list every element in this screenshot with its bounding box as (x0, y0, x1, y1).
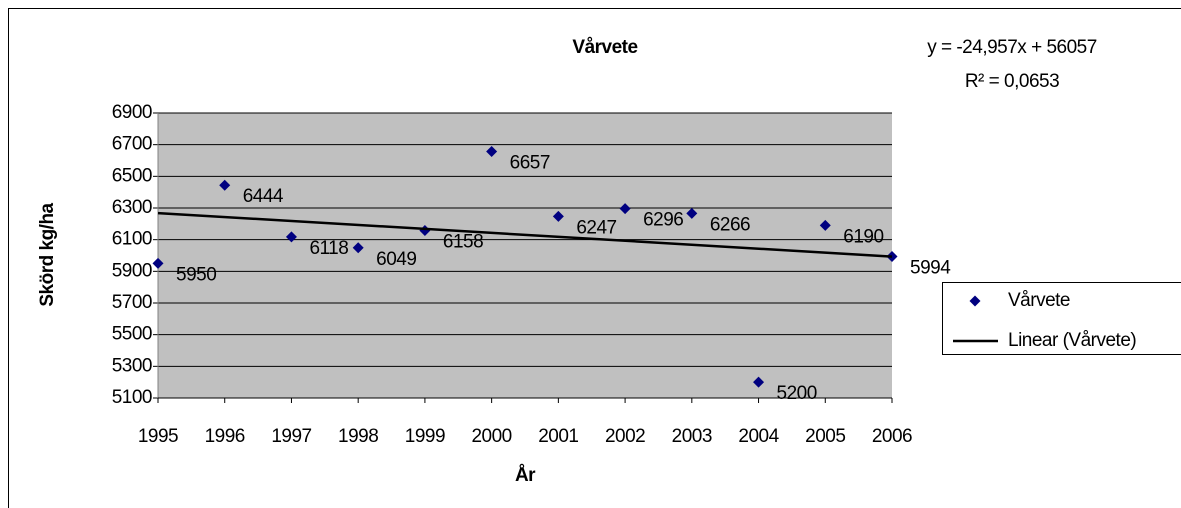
y-tick-label: 6900 (112, 102, 152, 123)
x-tick-label: 2004 (738, 426, 779, 447)
point (486, 145, 498, 157)
y-axis-label: Skörd kg/ha (37, 202, 58, 306)
point (619, 203, 631, 215)
legend-marker (969, 295, 981, 307)
point (352, 242, 364, 254)
x-tick-label: 1998 (338, 426, 378, 447)
y-tick-label: 5900 (112, 260, 152, 281)
data-label: 6444 (243, 186, 284, 207)
legend (942, 282, 1181, 355)
point (819, 219, 831, 231)
data-label: 6657 (510, 152, 550, 173)
data-label: 6049 (376, 249, 416, 270)
x-tick-label: 2005 (805, 426, 845, 447)
y-tick-label: 6500 (112, 165, 152, 186)
legend-label: Vårvete (1008, 290, 1070, 311)
point (753, 376, 765, 388)
y-tick-label: 5500 (112, 324, 152, 345)
data-label: 6247 (576, 217, 616, 238)
point (285, 231, 297, 243)
data-label: 6158 (443, 231, 483, 252)
data-label: 6118 (309, 238, 348, 259)
data-label: 6266 (710, 214, 750, 235)
r-squared: R² = 0,0653 (965, 71, 1059, 92)
point (686, 207, 698, 219)
data-label: 5200 (777, 383, 817, 404)
x-tick-label: 1997 (271, 426, 311, 447)
data-label: 6190 (843, 226, 883, 247)
y-tick-label: 5700 (112, 292, 152, 313)
plot-area (158, 113, 892, 398)
x-tick-label: 2000 (471, 426, 511, 447)
x-axis-label: År (515, 465, 536, 486)
x-tick-label: 2001 (538, 426, 578, 447)
x-tick-label: 2002 (605, 426, 645, 447)
trend-line (157, 211, 893, 258)
point (552, 210, 564, 222)
data-label: 6296 (643, 210, 683, 231)
point (152, 257, 164, 269)
point (219, 179, 231, 191)
legend-label: Linear (Vårvete) (1008, 330, 1136, 351)
x-tick-label: 2003 (672, 426, 712, 447)
y-tick-label: 5100 (112, 387, 152, 408)
y-tick-label: 6700 (112, 134, 152, 155)
data-label: 5950 (176, 264, 216, 285)
x-tick-label: 2006 (872, 426, 912, 447)
y-tick-label: 6300 (112, 197, 152, 218)
x-tick-label: 1995 (138, 426, 178, 447)
y-tick-label: 6100 (112, 229, 152, 250)
data-label: 5994 (910, 257, 951, 278)
trend-equation: y = -24,957x + 56057 (927, 37, 1097, 58)
chart-title: Vårvete (572, 37, 637, 58)
x-tick-label: 1999 (405, 426, 445, 447)
x-tick-label: 1996 (205, 426, 245, 447)
y-tick-label: 5300 (112, 355, 152, 376)
